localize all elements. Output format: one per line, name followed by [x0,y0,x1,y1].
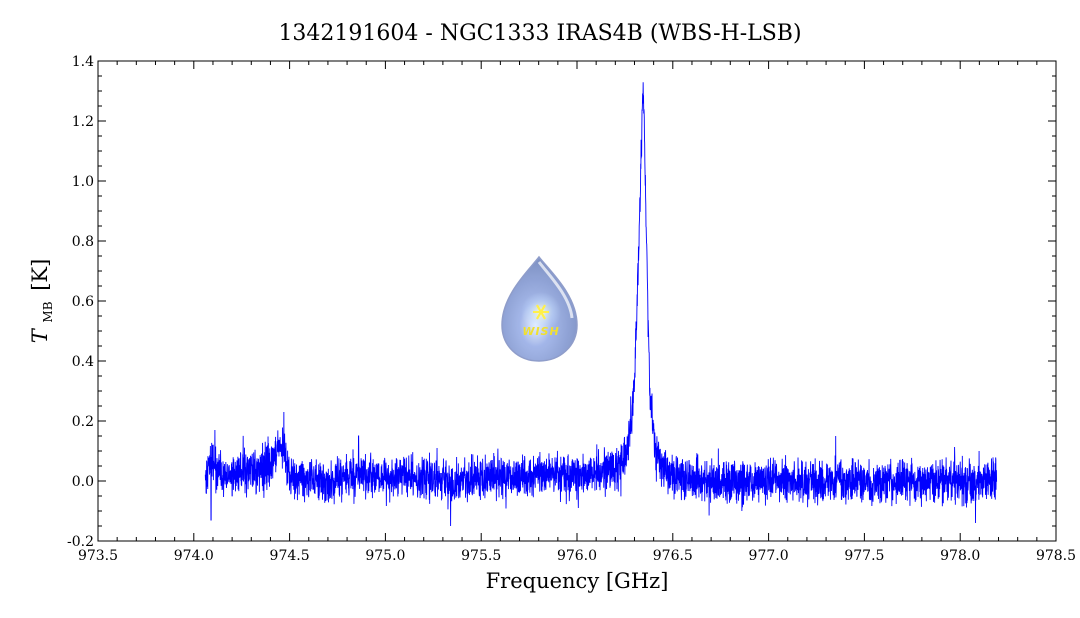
y-tick-label: 1.4 [72,54,94,70]
x-tick-label: 977.0 [749,548,789,564]
x-tick-label: 974.5 [270,548,310,564]
y-tick-label: 0.8 [72,234,94,250]
x-tick-label: 975.5 [461,548,501,564]
y-axis-label-main: T [28,327,52,343]
y-axis-label-sub: MB [41,301,55,322]
y-tick-label: 0.6 [72,294,94,310]
x-axis-label: Frequency [GHz] [486,569,669,593]
axis-tick-labels: 973.5 974.0 974.5 975.0 975.5 976.0 976.5 977.0… [67,54,1076,564]
star-icon [533,304,549,320]
spectrum-line [204,82,998,527]
x-tick-label: 976.5 [653,548,693,564]
x-tick-label: 978.0 [940,548,980,564]
y-axis-label-unit: [K] [28,259,52,291]
svg-text:T MB [K]: T MB [K] [28,259,57,344]
y-tick-label: 0.0 [72,474,94,490]
wish-logo-text: WISH [522,325,559,338]
y-tick-label: 1.0 [72,174,94,190]
axis-ticks [97,60,1057,542]
y-tick-label: 1.2 [72,114,94,130]
y-tick-label: 0.4 [72,354,94,370]
y-tick-label: 0.2 [72,414,94,430]
x-tick-label: 975.0 [365,548,405,564]
y-axis-label: T MB [K] [28,259,57,344]
wish-logo: WISH [501,255,578,362]
y-tick-label: -0.2 [67,534,94,550]
chart-title: 1342191604 - NGC1333 IRAS4B (WBS-H-LSB) [278,21,801,46]
x-tick-label: 976.0 [557,548,597,564]
x-tick-label: 978.5 [1036,548,1076,564]
x-tick-label: 977.5 [844,548,884,564]
x-tick-label: 973.5 [78,548,118,564]
x-tick-label: 974.0 [174,548,214,564]
